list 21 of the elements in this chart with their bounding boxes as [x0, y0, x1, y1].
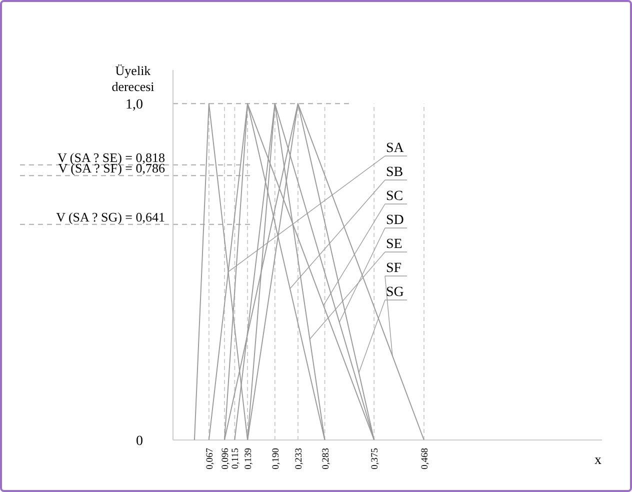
x-tick-label: 0,233 [294, 448, 304, 470]
x-tick-label: 0,190 [271, 448, 282, 470]
legend-label: SF [386, 261, 402, 276]
legend-label: SC [386, 189, 404, 204]
x-tick-label: 0,115 [231, 448, 242, 470]
x-tick-label: 0,139 [244, 448, 254, 470]
x-tick-label: 0,468 [420, 448, 430, 470]
y-tick-label: 1,0 [126, 98, 143, 113]
y-axis-title: Üyelik derecesi [112, 63, 155, 94]
x-axis-title: x [594, 453, 602, 468]
x-tick-label: 0,096 [220, 448, 231, 470]
legend-label: SD [386, 213, 404, 228]
text: SA [386, 141, 405, 156]
legend-label: SG [386, 285, 404, 300]
legend-label: SE [386, 237, 402, 252]
y-tick-label: 0 [136, 434, 143, 449]
x-tick-label: 0,283 [321, 448, 332, 470]
x-tick-label: 0,067 [205, 448, 216, 470]
legend-label: SB [386, 165, 404, 180]
ref-line-label: V (SA ? SG) = 0,641 [56, 209, 165, 224]
x-tick-label: 0,375 [370, 448, 381, 470]
